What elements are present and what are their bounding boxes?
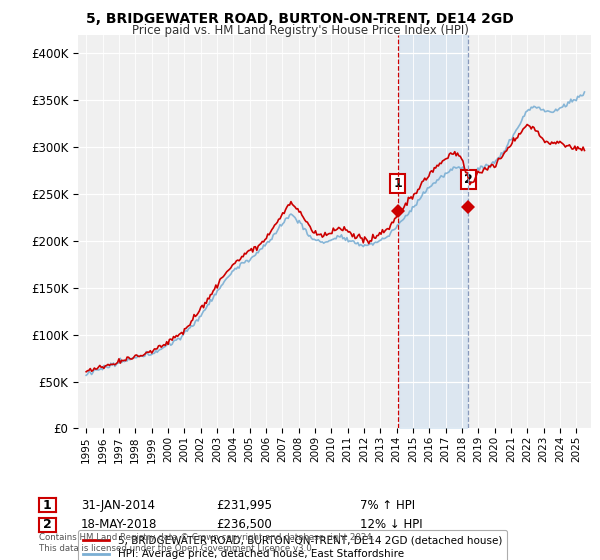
Text: 2: 2 <box>43 518 52 531</box>
Text: 18-MAY-2018: 18-MAY-2018 <box>81 518 157 531</box>
Text: 12% ↓ HPI: 12% ↓ HPI <box>360 518 422 531</box>
Text: 5, BRIDGEWATER ROAD, BURTON-ON-TRENT, DE14 2GD: 5, BRIDGEWATER ROAD, BURTON-ON-TRENT, DE… <box>86 12 514 26</box>
Text: £236,500: £236,500 <box>216 518 272 531</box>
Text: 2: 2 <box>464 173 473 186</box>
Text: 1: 1 <box>43 498 52 512</box>
Text: £231,995: £231,995 <box>216 498 272 512</box>
Text: Contains HM Land Registry data © Crown copyright and database right 2024.
This d: Contains HM Land Registry data © Crown c… <box>39 533 374 553</box>
Text: Price paid vs. HM Land Registry's House Price Index (HPI): Price paid vs. HM Land Registry's House … <box>131 24 469 37</box>
Text: 7% ↑ HPI: 7% ↑ HPI <box>360 498 415 512</box>
Text: 1: 1 <box>394 178 402 190</box>
Legend: 5, BRIDGEWATER ROAD, BURTON-ON-TRENT, DE14 2GD (detached house), HPI: Average pr: 5, BRIDGEWATER ROAD, BURTON-ON-TRENT, DE… <box>78 530 507 560</box>
Text: 31-JAN-2014: 31-JAN-2014 <box>81 498 155 512</box>
